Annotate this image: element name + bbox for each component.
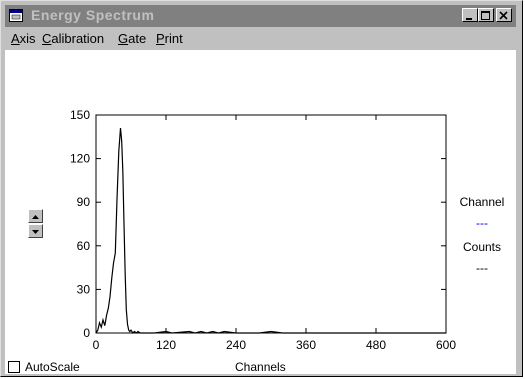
x-tick-label-1: 120 xyxy=(156,338,176,352)
arrow-down-icon xyxy=(32,230,39,234)
autoscale-label: AutoScale xyxy=(25,360,80,374)
window-title: Energy Spectrum xyxy=(31,7,155,23)
minimize-icon xyxy=(466,18,472,20)
menu-print[interactable]: Print xyxy=(156,31,183,46)
channel-value: --- xyxy=(476,216,488,230)
spectrum-chart[interactable]: 0 30 60 90 120 150 0 120 240 360 480 600 xyxy=(5,50,516,360)
y-tick-label-2: 60 xyxy=(77,239,91,253)
x-tick-label-3: 360 xyxy=(296,338,316,352)
close-button[interactable] xyxy=(496,8,512,22)
y-tick-label-5: 150 xyxy=(70,108,90,122)
client-area: 0 30 60 90 120 150 0 120 240 360 480 600 Channel --… xyxy=(5,50,516,374)
y-tick-label-0: 0 xyxy=(83,326,90,340)
x-tick-label-4: 480 xyxy=(366,338,386,352)
x-tick-label-0: 0 xyxy=(93,338,100,352)
x-tick-label-5: 600 xyxy=(436,338,456,352)
y-tick-label-1: 30 xyxy=(77,282,91,296)
spectrum-series-line-0 xyxy=(95,128,446,334)
y-tick-label-3: 90 xyxy=(77,195,91,209)
autoscale-checkbox[interactable] xyxy=(8,361,20,373)
menu-bar: Axis Calibration Gate Print xyxy=(5,29,516,49)
menu-calibration[interactable]: Calibration xyxy=(42,31,105,46)
y-tick-label-4: 120 xyxy=(70,152,90,166)
plot-frame xyxy=(95,114,447,334)
x-tick-label-2: 240 xyxy=(226,338,246,352)
menu-axis[interactable]: Axis xyxy=(11,31,36,46)
scale-up-button[interactable] xyxy=(28,209,43,223)
maximize-icon xyxy=(481,11,490,20)
maximize-button[interactable] xyxy=(478,8,494,22)
menu-gate[interactable]: Gate xyxy=(118,31,147,46)
arrow-up-icon xyxy=(32,215,39,219)
x-axis-label: Channels xyxy=(235,360,286,374)
title-bar[interactable]: Energy Spectrum xyxy=(5,5,516,27)
close-icon xyxy=(499,11,508,20)
window-app-icon[interactable] xyxy=(9,9,23,22)
minimize-button[interactable] xyxy=(462,8,478,22)
scale-down-button[interactable] xyxy=(28,224,43,238)
counts-label: Counts xyxy=(462,240,502,254)
counts-value: --- xyxy=(476,261,488,275)
channel-label: Channel xyxy=(459,195,505,209)
